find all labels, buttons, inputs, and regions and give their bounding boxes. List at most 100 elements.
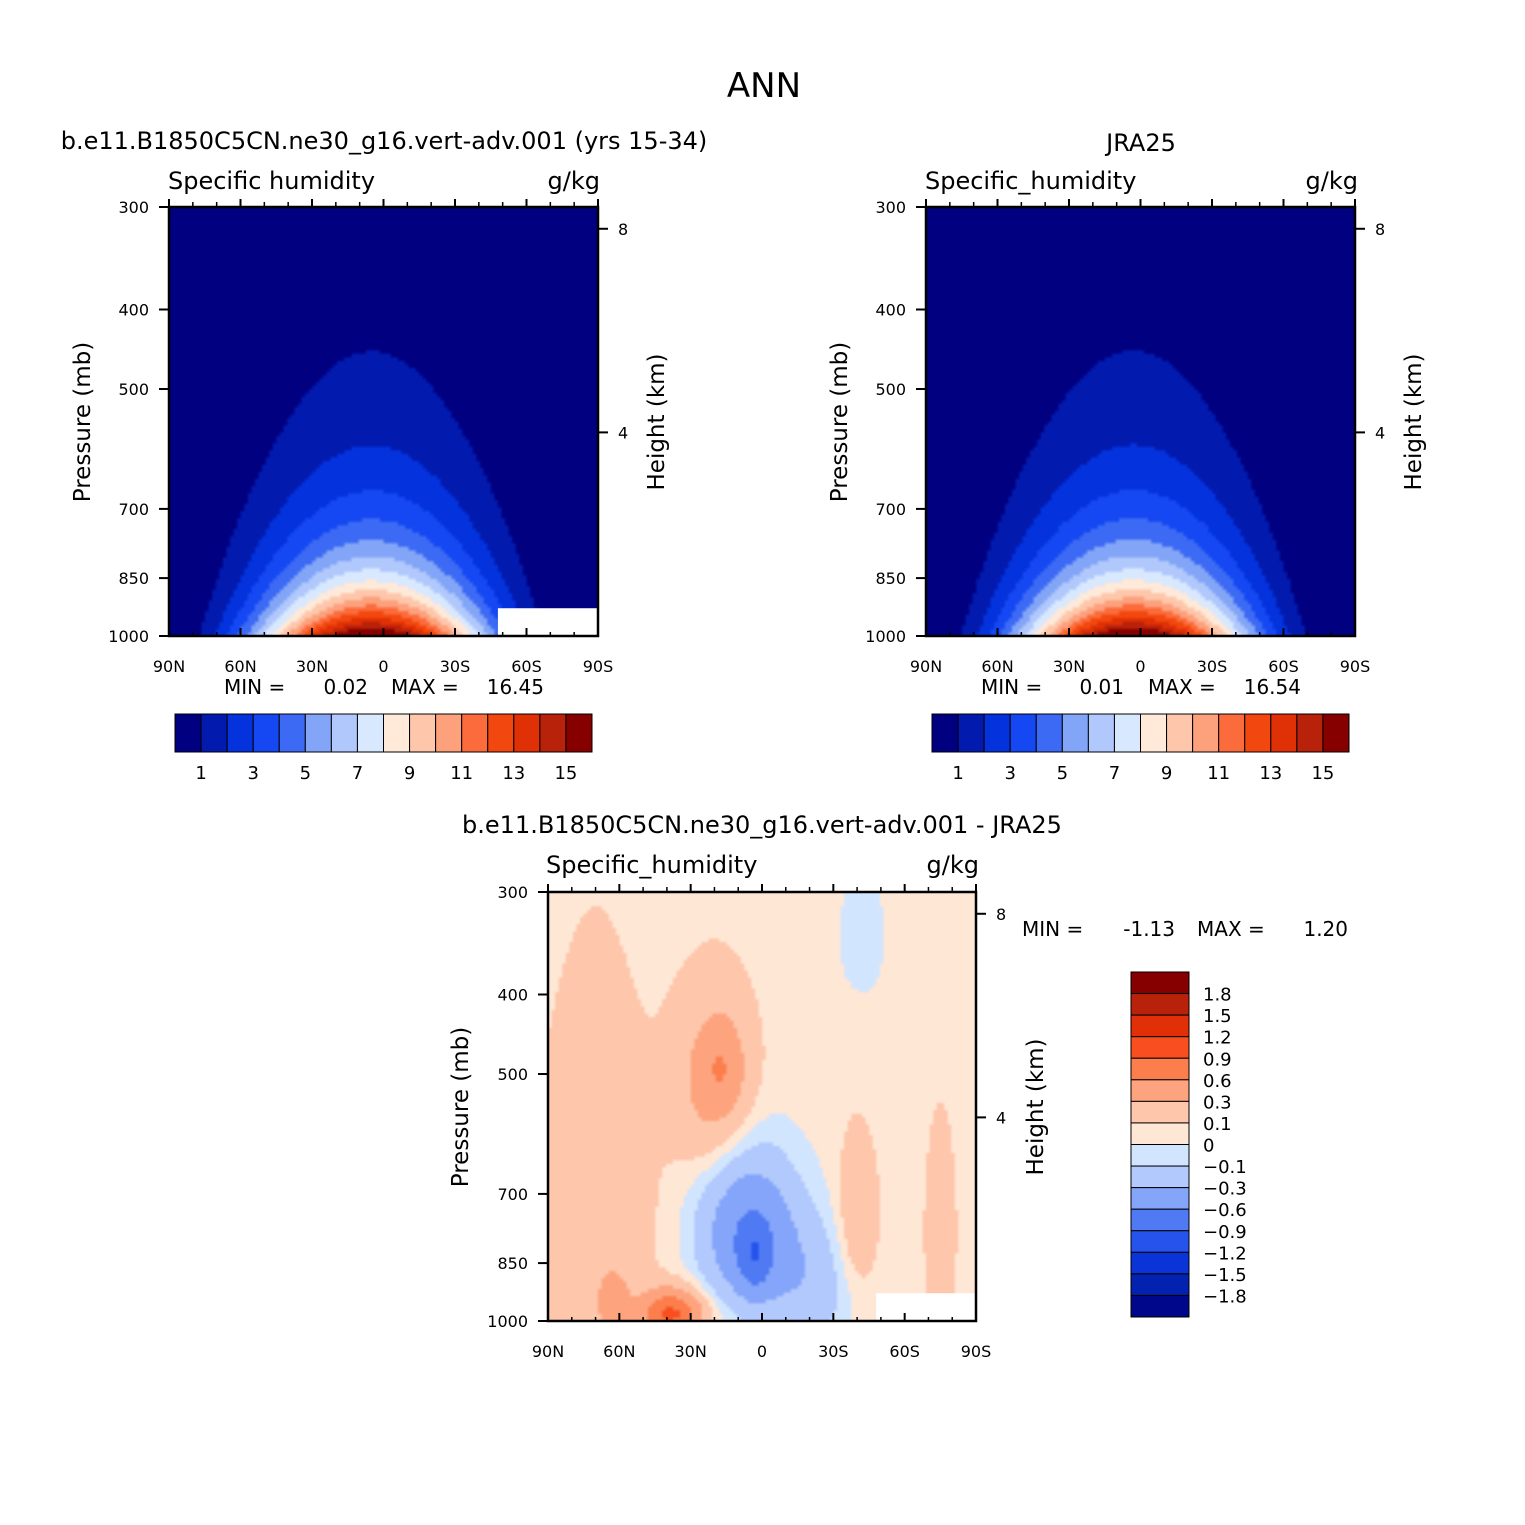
colorbar-label: 0.9: [1203, 1049, 1232, 1070]
x-tick-label: 60S: [511, 657, 542, 676]
y-tick-label: 300: [497, 883, 528, 902]
colorbar-label: 0: [1203, 1136, 1214, 1157]
colorbar-box: [1130, 1057, 1190, 1081]
y-tick-label: 500: [497, 1065, 528, 1084]
contour-image: [548, 892, 976, 1321]
colorbar: 1 3 5 7 9 11 13 15: [174, 713, 593, 784]
x-tick-label: 60N: [981, 657, 1013, 676]
x-tick-label: 30S: [1197, 657, 1228, 676]
panel-diff: b.e11.B1850C5CN.ne30_g16.vert-adv.001 - …: [448, 811, 1348, 1361]
y-tick-label: 400: [497, 986, 528, 1005]
x-tick-label: 90S: [961, 1342, 992, 1361]
colorbar-box: [983, 713, 1011, 753]
panel-obs: JRA25 Specific_humidity g/kg 90N 60N 30N 0 3…: [827, 129, 1427, 784]
min-label: MIN =: [1022, 917, 1083, 941]
colorbar-box: [330, 713, 358, 753]
colorbar-label: 1.2: [1203, 1028, 1232, 1049]
x-tick-label: 90S: [583, 657, 614, 676]
y-tick-label: 700: [875, 500, 906, 519]
contour-fill: [169, 207, 598, 636]
y-tick-label: 300: [875, 198, 906, 217]
colorbar-box: [1009, 713, 1037, 753]
colorbar-box: [1087, 713, 1115, 753]
max-label: MAX =: [391, 675, 459, 699]
colorbar-label: 0.1: [1203, 1114, 1232, 1135]
field-label: Specific humidity: [168, 167, 375, 195]
colorbar-box: [252, 713, 280, 753]
colorbar-label: 0.6: [1203, 1071, 1232, 1092]
colorbar-box: [1130, 1273, 1190, 1296]
colorbar-box: [1130, 1208, 1190, 1232]
colorbar-box: [1130, 1100, 1190, 1124]
colorbar-label: 15: [554, 763, 577, 784]
colorbar-label: 5: [1057, 763, 1068, 784]
colorbar-box: [226, 713, 254, 753]
units-label: g/kg: [548, 167, 600, 195]
contour-image: [169, 207, 598, 636]
colorbar-box: [200, 713, 228, 753]
colorbar-box: [304, 713, 332, 753]
y-tick-label: 700: [118, 500, 149, 519]
y2-tick-label: 8: [618, 220, 628, 239]
colorbar-box: [1113, 713, 1141, 753]
colorbar: 1 3 5 7 9 11 13 15: [931, 713, 1350, 784]
colorbar-box: [1192, 713, 1220, 753]
field-label: Specific_humidity: [925, 167, 1136, 195]
panel-model: b.e11.B1850C5CN.ne30_g16.vert-adv.001 (y…: [61, 127, 708, 784]
colorbar-box: [278, 713, 306, 753]
colorbar-box: [1130, 1014, 1190, 1038]
colorbar-box: [1322, 713, 1350, 753]
max-value: 1.20: [1303, 917, 1348, 941]
colorbar-label: −0.6: [1203, 1200, 1247, 1221]
colorbar-label: 11: [450, 763, 473, 784]
x-tick-label: 60N: [224, 657, 256, 676]
x-tick-label: 90N: [532, 1342, 564, 1361]
colorbar-box: [1061, 713, 1089, 753]
colorbar-box: [539, 713, 567, 753]
colorbar-box: [1244, 713, 1272, 753]
y2-axis-label: Height (km): [1023, 1038, 1049, 1175]
colorbar-label: −0.9: [1203, 1222, 1247, 1243]
colorbar-label: −0.1: [1203, 1157, 1247, 1178]
colorbar-label: 15: [1311, 763, 1334, 784]
colorbar-box: [1035, 713, 1063, 753]
colorbar-box: [1166, 713, 1194, 753]
y-tick-label: 1000: [865, 627, 906, 646]
axes: 90N 60N 30N 0 30S 60S 90S 300 400 500 700 850 1000 8 4: [487, 883, 1006, 1361]
min-value: 0.02: [323, 675, 368, 699]
x-tick-label: 30N: [296, 657, 328, 676]
axes: 90N 60N 30N 0 30S 60S 90S 300 400 500 700 850 1000 8 4: [108, 198, 628, 676]
colorbar-label: −0.3: [1203, 1179, 1247, 1200]
colorbar-box: [383, 713, 411, 753]
colorbar-box: [174, 713, 202, 753]
x-tick-label: 60S: [889, 1342, 920, 1361]
x-tick-label: 30N: [1053, 657, 1085, 676]
contour-fill: [926, 207, 1355, 636]
x-tick-label: 60S: [1268, 657, 1299, 676]
y-tick-label: 850: [118, 569, 149, 588]
colorbar: 1.81.51.20.90.60.30.10−0.1−0.3−0.6−0.9−1…: [1130, 971, 1247, 1318]
y-tick-label: 500: [118, 380, 149, 399]
colorbar-box: [461, 713, 489, 753]
y-tick-label: 300: [118, 198, 149, 217]
colorbar-box: [1270, 713, 1298, 753]
colorbar-label: 3: [247, 763, 258, 784]
contour-image: [926, 207, 1355, 636]
colorbar-box: [1130, 1122, 1190, 1145]
colorbar-label: 0.3: [1203, 1092, 1232, 1113]
y-tick-label: 1000: [108, 627, 149, 646]
colorbar-box: [1130, 1294, 1190, 1318]
y-tick-label: 500: [875, 380, 906, 399]
colorbar-box: [1130, 1079, 1190, 1102]
colorbar-box: [356, 713, 384, 753]
colorbar-label: 1.5: [1203, 1006, 1232, 1027]
max-label: MAX =: [1148, 675, 1216, 699]
y2-tick-label: 8: [996, 905, 1006, 924]
colorbar-label: 7: [1109, 763, 1120, 784]
colorbar-box: [487, 713, 515, 753]
colorbar-label: −1.5: [1203, 1265, 1247, 1286]
colorbar-label: 3: [1004, 763, 1015, 784]
units-label: g/kg: [1306, 167, 1358, 195]
colorbar-label: 13: [502, 763, 525, 784]
colorbar-label: 9: [404, 763, 415, 784]
